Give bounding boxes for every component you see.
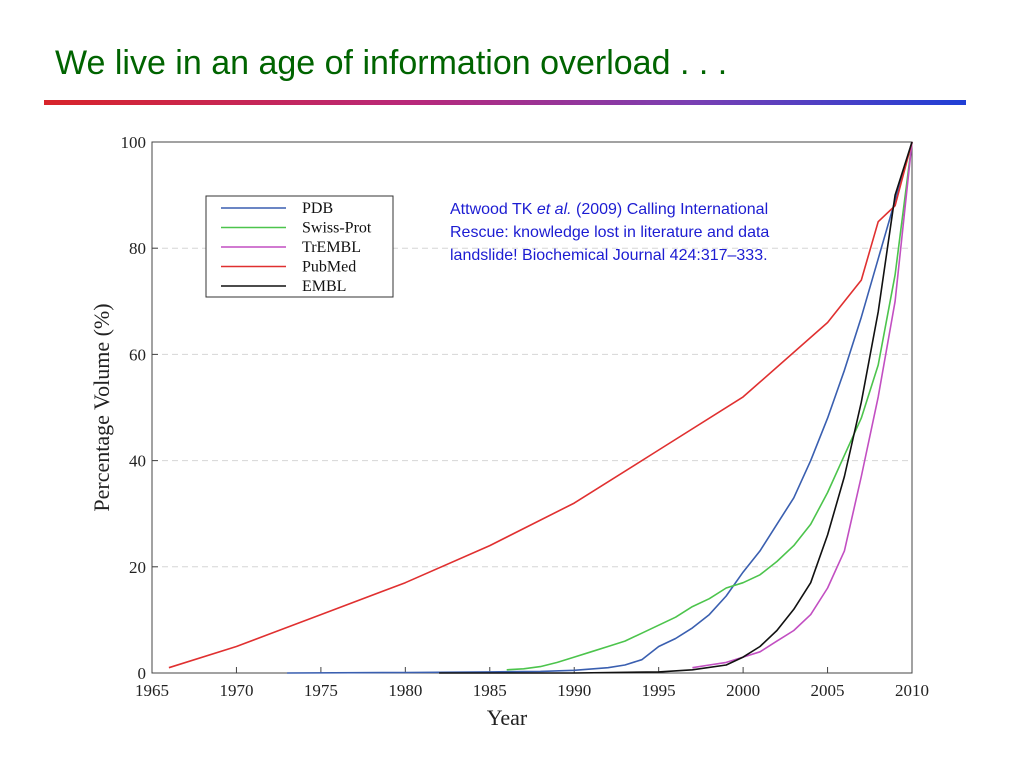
y-axis-label: Percentage Volume (%) xyxy=(89,303,114,511)
legend-label-swiss-prot: Swiss-Prot xyxy=(302,220,372,237)
title-divider xyxy=(44,100,966,105)
series-line-pdb xyxy=(287,141,913,674)
y-tick-label-40: 40 xyxy=(129,452,146,471)
legend-label-pdb: PDB xyxy=(302,200,333,217)
y-tick-label-80: 80 xyxy=(129,239,146,258)
citation-text: Attwood TK et al. (2009) Calling Interna… xyxy=(450,198,790,267)
x-tick-label-1970: 1970 xyxy=(219,681,253,700)
x-tick-label-1980: 1980 xyxy=(388,681,422,700)
series-lines xyxy=(168,141,913,674)
series-line-pubmed xyxy=(168,141,913,669)
y-tick-label-100: 100 xyxy=(121,133,147,152)
y-tick-label-20: 20 xyxy=(129,558,146,577)
legend-label-trembl: TrEMBL xyxy=(302,239,361,256)
x-tick-label-2010: 2010 xyxy=(895,681,929,700)
x-tick-label-2005: 2005 xyxy=(811,681,845,700)
axes: 0 20 40 60 80 100 1965 1970 1975 1980 1985 1990 1995… xyxy=(89,133,929,730)
x-axis-label: Year xyxy=(487,705,528,730)
x-tick-label-1995: 1995 xyxy=(642,681,676,700)
x-tick-label-1990: 1990 xyxy=(557,681,591,700)
slide-title: We live in an age of information overloa… xyxy=(55,44,728,82)
series-line-swiss-prot xyxy=(506,141,913,671)
x-tick-label-1985: 1985 xyxy=(473,681,507,700)
citation-et-al: et al. xyxy=(536,201,572,218)
series-line-trembl xyxy=(692,141,913,669)
x-tick-label-1965: 1965 xyxy=(135,681,169,700)
y-tick-label-60: 60 xyxy=(129,345,146,364)
legend-label-embl: EMBL xyxy=(302,278,346,295)
citation-authors: Attwood TK xyxy=(450,201,533,218)
y-tick-label-0: 0 xyxy=(138,664,147,683)
citation-details: (2009) Calling International Rescue: kno… xyxy=(450,201,770,264)
x-tick-label-1975: 1975 xyxy=(304,681,338,700)
series-line-embl xyxy=(439,141,913,674)
legend: PDB Swiss-Prot TrEMBL PubMed EMBL xyxy=(205,195,394,298)
x-tick-label-2000: 2000 xyxy=(726,681,760,700)
legend-label-pubmed: PubMed xyxy=(302,259,356,276)
